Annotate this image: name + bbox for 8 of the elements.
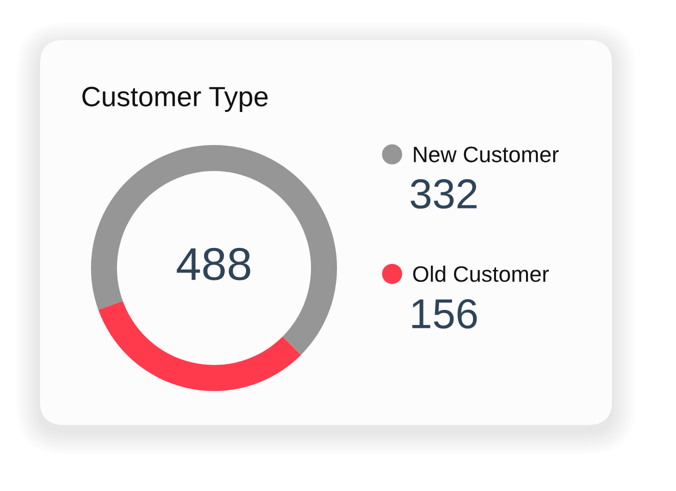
donut-slice xyxy=(98,301,301,391)
chart-title: Customer Type xyxy=(82,86,268,112)
legend-label: New Customer xyxy=(414,146,559,162)
donut-slice xyxy=(91,145,337,355)
data-label: 156 xyxy=(412,299,477,329)
text: 488 xyxy=(176,248,250,280)
legend-label: Old Customer xyxy=(413,266,549,282)
data-label: 332 xyxy=(410,179,477,209)
